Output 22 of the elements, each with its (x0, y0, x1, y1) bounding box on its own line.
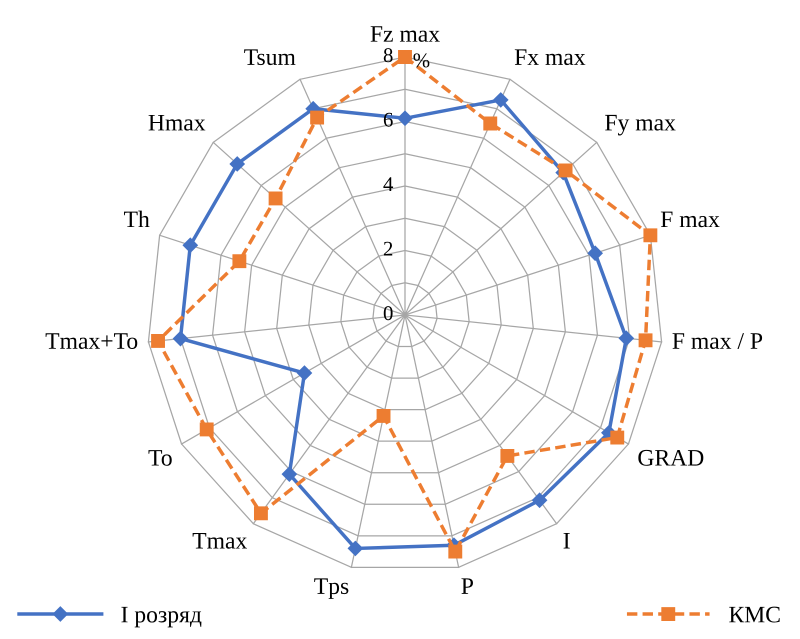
spoke-label: Fy max (605, 114, 676, 136)
spoke-label: To (148, 450, 172, 466)
text: % (413, 53, 430, 68)
spoke-label: Tmax+To (46, 333, 138, 349)
spoke-label: GRAD (638, 450, 704, 466)
spoke-label: Fx max (514, 49, 586, 66)
y-tick-label: 4 (383, 177, 394, 192)
spoke-label: Th (124, 210, 150, 228)
spoke-label: P (461, 578, 473, 594)
spoke-label: F max / P (672, 333, 762, 349)
spoke-label: Tps (314, 578, 348, 599)
y-tick-label: 2 (384, 242, 392, 256)
legend-label: КМС (729, 606, 780, 623)
spoke-label: Tmax (192, 533, 247, 549)
spoke-label: Tsum (244, 49, 296, 66)
spoke-label: F max (660, 212, 720, 228)
spoke-label: Hmax (148, 114, 206, 131)
spoke-label: I (564, 533, 570, 548)
spoke-label: Fz max (370, 26, 440, 42)
y-tick-label: 8 (384, 48, 393, 62)
legend-label: I розряд (121, 606, 202, 628)
y-tick-label: 0 (384, 306, 393, 320)
